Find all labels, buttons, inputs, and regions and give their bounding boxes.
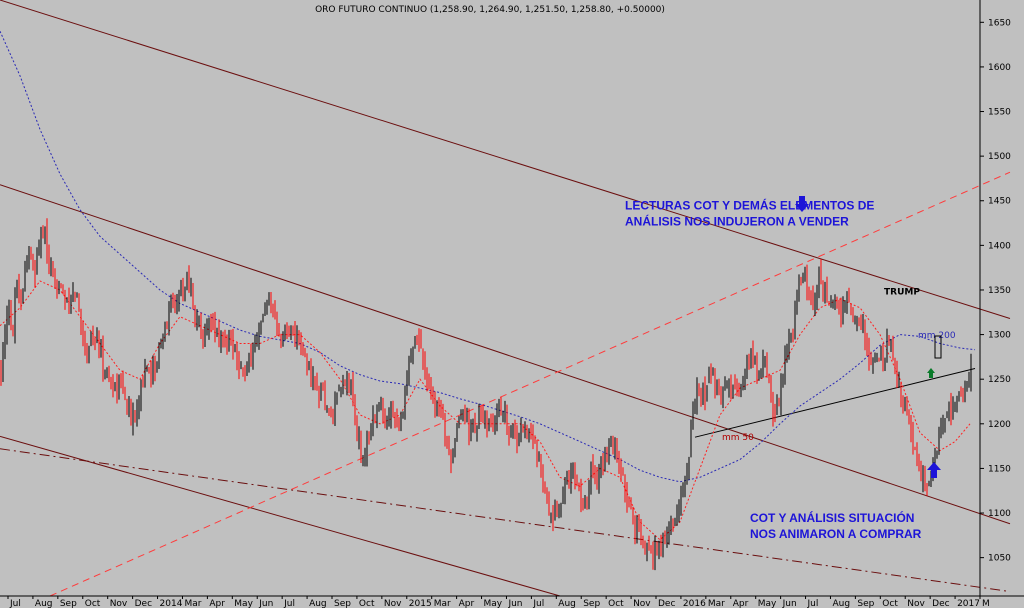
- highlight-box: [934, 335, 942, 359]
- markers: [795, 196, 942, 478]
- x-tick-label: Apr: [209, 599, 225, 608]
- x-tick-label: Sep: [60, 599, 77, 608]
- y-tick-label: 1200: [988, 420, 1011, 430]
- x-tick-label: May: [484, 599, 503, 608]
- x-tick-label: Sep: [334, 599, 351, 608]
- x-tick-label: Jul: [9, 599, 21, 608]
- y-tick-label: 1650: [988, 18, 1011, 28]
- x-tick-label: Aug: [309, 599, 327, 608]
- x-tick-label: Apr: [733, 599, 749, 608]
- trendline-6: [694, 367, 976, 438]
- trendline-2: [0, 184, 1011, 525]
- x-tick-label: Jul: [807, 599, 819, 608]
- y-tick-label: 1050: [988, 554, 1011, 564]
- candlesticks: [0, 218, 972, 571]
- x-tick-label: Aug: [35, 599, 53, 608]
- x-tick-label: 2017: [957, 599, 980, 608]
- ma200-line: [0, 30, 976, 483]
- y-tick-label: 1350: [988, 286, 1011, 296]
- x-tick-label: Aug: [832, 599, 850, 608]
- x-tick-label: Sep: [857, 599, 874, 608]
- x-tick-label: Oct: [882, 599, 898, 608]
- x-tick-label: Dec: [932, 599, 949, 608]
- x-tick-label: Nov: [110, 599, 128, 608]
- annotation-text: LECTURAS COT Y DEMÁS ELEMENTOS DE: [625, 198, 874, 213]
- x-tick-label: Nov: [633, 599, 651, 608]
- annotation-text: NOS ANIMARON A COMPRAR: [750, 527, 922, 541]
- trendlines: [0, 0, 1011, 597]
- chart-title: ORO FUTURO CONTINUO (1,258.90, 1,264.90,…: [315, 5, 665, 15]
- sell-arrow-icon: [795, 196, 809, 212]
- x-tick-label: Mar: [434, 599, 451, 608]
- y-tick-label: 1250: [988, 375, 1011, 385]
- y-tick-label: 1500: [988, 152, 1011, 162]
- x-tick-label: May: [234, 599, 253, 608]
- x-tick-label: Dec: [135, 599, 152, 608]
- small-green-arrow-icon: [927, 368, 935, 378]
- x-tick-label: Jun: [258, 599, 273, 608]
- x-tick-label: Oct: [608, 599, 624, 608]
- annotation-text: COT Y ANÁLISIS SITUACIÓN: [750, 510, 914, 525]
- x-tick-label: Jul: [283, 599, 295, 608]
- trendline-3: [0, 435, 561, 597]
- y-axis-ticks: 1050 1100 1150 1200 1250 1300 1350 1400 1450 1500…: [980, 18, 1011, 564]
- x-tick-label: Mar: [184, 599, 201, 608]
- x-tick-label: M: [982, 599, 990, 608]
- x-tick-label: 2016: [683, 599, 706, 608]
- x-tick-label: Aug: [558, 599, 576, 608]
- trendline-1: [0, 0, 1011, 319]
- annotation-text: ANÁLISIS NOS INDUJERON A VENDER: [625, 214, 849, 229]
- ma50-label: mm 50: [722, 433, 754, 443]
- annotations: LECTURAS COT Y DEMÁS ELEMENTOS DEANÁLISI…: [625, 198, 922, 541]
- x-tick-label: Nov: [384, 599, 402, 608]
- x-tick-label: Sep: [583, 599, 600, 608]
- x-tick-label: Nov: [907, 599, 925, 608]
- x-axis-ticks: Jul Aug Sep Oct Nov Dec 2014 Mar Apr May Jun Jul Aug…: [7, 596, 990, 608]
- x-tick-label: Dec: [658, 599, 675, 608]
- buy-arrow-icon: [927, 462, 941, 478]
- x-tick-label: Jun: [782, 599, 797, 608]
- y-tick-label: 1400: [988, 241, 1011, 251]
- x-tick-label: 2015: [409, 599, 432, 608]
- x-tick-label: Oct: [85, 599, 101, 608]
- y-tick-label: 1450: [988, 197, 1011, 207]
- ma50-line: [0, 280, 971, 541]
- y-tick-label: 1550: [988, 108, 1011, 118]
- y-tick-label: 1150: [988, 464, 1011, 474]
- y-tick-label: 1600: [988, 63, 1011, 73]
- x-tick-label: 2014: [160, 599, 183, 608]
- x-tick-label: Oct: [359, 599, 375, 608]
- x-tick-label: Mar: [708, 599, 725, 608]
- x-tick-label: May: [758, 599, 777, 608]
- x-tick-label: Apr: [459, 599, 475, 608]
- x-tick-label: Jun: [507, 599, 522, 608]
- y-tick-label: 1100: [988, 509, 1011, 519]
- trendline-5: [49, 171, 1011, 597]
- x-tick-label: Jul: [532, 599, 544, 608]
- trump-label: TRUMP: [884, 287, 920, 297]
- y-tick-label: 1300: [988, 331, 1011, 341]
